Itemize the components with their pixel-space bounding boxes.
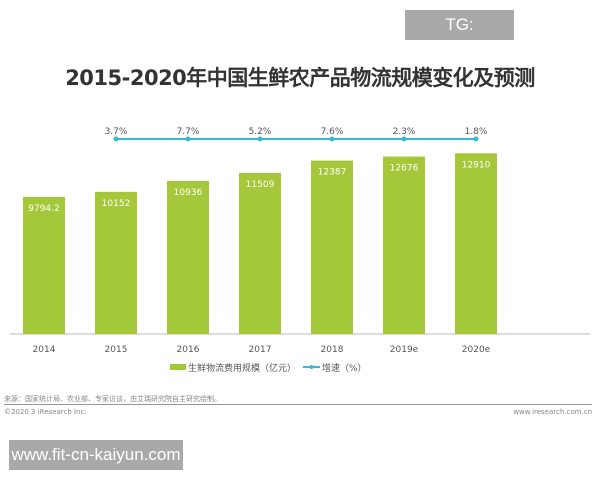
growth-point-2019e [401, 136, 407, 142]
source-note: 来源：国家统计局、农业部、专家访谈，由艾瑞研究院自主研究绘制。 [4, 395, 221, 403]
bar-label-2015: 10152 [102, 199, 131, 209]
bar-2018 [311, 160, 353, 334]
footer-divider [4, 404, 592, 405]
legend-bar-swatch [170, 364, 186, 370]
bar-label-2017: 11509 [246, 180, 275, 190]
bar-label-2019e: 12676 [390, 164, 419, 174]
legend-line-label: 增速（%） [322, 362, 367, 374]
copyright: ©2020.3 iResearch Inc. [4, 408, 87, 416]
growth-label-2018: 7.6% [321, 127, 344, 137]
x-tick-2020e: 2020e [462, 345, 491, 355]
x-tick-2015: 2015 [105, 345, 128, 355]
bar-2019e [383, 156, 425, 334]
growth-label-2016: 7.7% [177, 127, 200, 137]
chart-title: 2015-2020年中国生鲜农产品物流规模变化及预测 [65, 66, 535, 90]
growth-point-2018 [329, 136, 335, 142]
growth-point-2016 [185, 136, 191, 142]
growth-point-2017 [257, 136, 263, 142]
bar-label-2014: 9794.2 [28, 204, 60, 214]
bar-label-2016: 10936 [174, 188, 203, 198]
x-tick-2019e: 2019e [390, 345, 419, 355]
bar-2016 [167, 180, 209, 334]
bar-2020e [455, 153, 497, 334]
bar-2017 [239, 172, 281, 334]
legend-line-marker [309, 365, 314, 369]
chart: 9794.2 2014 10152 2015 10936 2016 11509 2017 123… [10, 127, 590, 374]
growth-label-2017: 5.2% [249, 127, 272, 137]
growth-label-2020e: 1.8% [465, 127, 488, 137]
growth-point-2020e [473, 136, 479, 142]
bar-label-2018: 12387 [318, 168, 347, 178]
legend-bar-label: 生鲜物流费用规模（亿元） [188, 362, 296, 374]
website: www.iresearch.com.cn [513, 408, 592, 416]
x-tick-2017: 2017 [249, 345, 272, 355]
growth-label-2015: 3.7% [105, 127, 128, 137]
x-tick-2016: 2016 [177, 345, 200, 355]
watermark-bottom: www.fit-cn-kaiyun.com [9, 440, 183, 470]
bar-2015 [95, 191, 137, 334]
bar-label-2020e: 12910 [462, 160, 491, 170]
x-tick-2014: 2014 [33, 345, 56, 355]
bar-2014 [23, 196, 65, 334]
x-tick-2018: 2018 [321, 345, 344, 355]
growth-label-2019e: 2.3% [393, 127, 416, 137]
growth-point-2015 [113, 136, 119, 142]
watermark-top: TG: MYYJJPP [405, 10, 514, 64]
